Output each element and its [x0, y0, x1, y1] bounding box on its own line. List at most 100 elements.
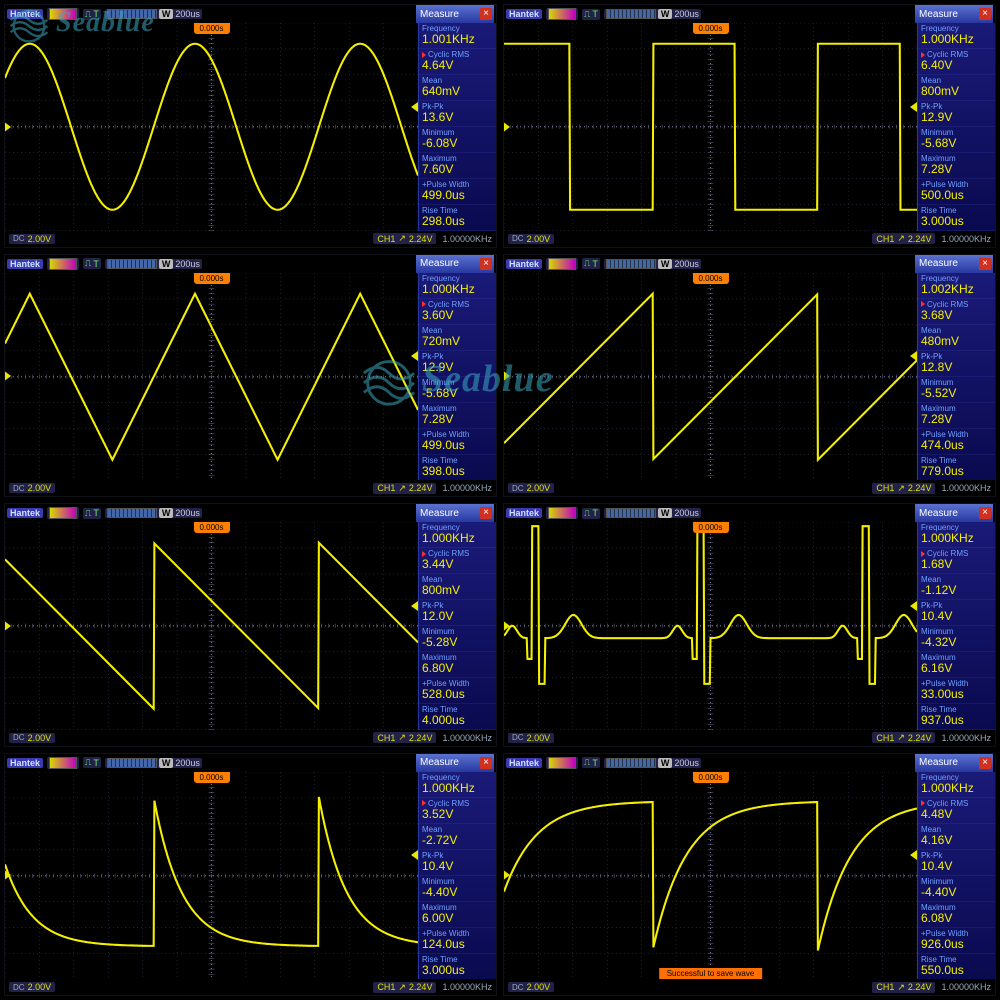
measure-row-maximum: Maximum 6.08V: [918, 902, 995, 928]
measure-row-minimum: Minimum -6.08V: [419, 127, 496, 153]
measured-frequency: 1.00000KHz: [442, 733, 492, 743]
close-icon[interactable]: ×: [480, 258, 492, 270]
coupling-label: DC: [512, 983, 524, 992]
channel-info: DC 2.00V: [9, 483, 55, 493]
time-ruler-icon: [606, 259, 656, 269]
top-bar: Hantek ⎍T W200us Measure ×: [5, 504, 496, 522]
channel-ground-arrow-icon: [4, 869, 11, 881]
measure-row-minimum: Minimum -4.40V: [419, 876, 496, 902]
channel-scale: 2.00V: [527, 982, 551, 992]
waveform-trace: [5, 273, 418, 481]
brand-label: Hantek: [7, 259, 43, 269]
close-icon[interactable]: ×: [979, 507, 991, 519]
time-ruler-icon: [606, 9, 656, 19]
trigger-position-tab: 0.000s: [692, 772, 728, 783]
trigger-level-arrow-icon: [910, 102, 917, 112]
mode-icons: [548, 258, 576, 270]
bottom-bar: DC 2.00V CH1 ↗ 2.24V 1.00000KHz: [5, 231, 496, 247]
timebase-value: 200us: [175, 259, 200, 269]
close-icon[interactable]: ×: [480, 507, 492, 519]
measure-row-pulsewidth: +Pulse Width 124.0us: [419, 928, 496, 954]
waveform-trace: [504, 772, 917, 980]
measure-row-pulsewidth: +Pulse Width 500.0us: [918, 179, 995, 205]
time-ruler-icon: [606, 508, 656, 518]
measure-row-mean: Mean 480mV: [918, 325, 995, 351]
trigger-level-arrow-icon: [910, 850, 917, 860]
measure-row-cyclicrms: Cyclic RMS 3.44V: [419, 548, 496, 574]
trigger-level-arrow-icon: [910, 601, 917, 611]
close-icon[interactable]: ×: [979, 258, 991, 270]
edge-icon: ⎍: [85, 508, 91, 519]
measure-row-pulsewidth: +Pulse Width 499.0us: [419, 429, 496, 455]
waveform-area[interactable]: 0.000s: [5, 23, 418, 231]
trig-letter: T: [592, 758, 598, 768]
channel-info: DC 2.00V: [508, 483, 554, 493]
measured-frequency: 1.00000KHz: [442, 982, 492, 992]
channel-ground-arrow-icon: [503, 869, 510, 881]
channel-scale: 2.00V: [28, 234, 52, 244]
trig-letter: T: [93, 758, 99, 768]
waveform-area[interactable]: 0.000s: [504, 273, 917, 481]
measured-frequency: 1.00000KHz: [941, 483, 991, 493]
top-bar: Hantek ⎍T W200us Measure ×: [504, 754, 995, 772]
bottom-bar: DC 2.00V CH1 ↗ 2.24V 1.00000KHz: [5, 979, 496, 995]
measure-row-frequency: Frequency 1.000KHz: [419, 772, 496, 798]
measure-panel: Frequency 1.000KHz Cyclic RMS 3.60V Mean…: [418, 273, 496, 481]
close-icon[interactable]: ×: [480, 757, 492, 769]
top-bar: Hantek ⎍T W200us Measure ×: [5, 5, 496, 23]
waveform-area[interactable]: 0.000s: [5, 273, 418, 481]
trigger-info: CH1 ↗ 2.24V: [872, 233, 935, 244]
top-bar: Hantek ⎍T W200us Measure ×: [504, 504, 995, 522]
timebase-value: 200us: [674, 259, 699, 269]
bottom-bar: DC 2.00V CH1 ↗ 2.24V 1.00000KHz: [504, 979, 995, 995]
measure-row-pulsewidth: +Pulse Width 926.0us: [918, 928, 995, 954]
edge-icon: ⎍: [85, 757, 91, 768]
time-ruler-icon: [107, 9, 157, 19]
waveform-area[interactable]: 0.000s Successful to save wave: [504, 772, 917, 980]
measure-panel: Frequency 1.001KHz Cyclic RMS 4.64V Mean…: [418, 23, 496, 231]
channel-scale: 2.00V: [28, 733, 52, 743]
measure-row-maximum: Maximum 7.60V: [419, 153, 496, 179]
trigger-slope-icon: ↗: [897, 732, 905, 743]
measure-row-mean: Mean 4.16V: [918, 824, 995, 850]
trigger-slope-icon: ↗: [897, 233, 905, 244]
waveform-area[interactable]: 0.000s: [5, 772, 418, 980]
waveform-area[interactable]: 0.000s: [504, 522, 917, 730]
timebase-letter: W: [658, 9, 673, 19]
trigger-level-arrow-icon: [411, 102, 418, 112]
trigger-position-tab: 0.000s: [193, 273, 229, 284]
close-icon[interactable]: ×: [480, 8, 492, 20]
close-icon[interactable]: ×: [979, 757, 991, 769]
trigger-info: CH1 ↗ 2.24V: [373, 233, 436, 244]
trigger-source: CH1: [876, 483, 894, 493]
close-icon[interactable]: ×: [979, 8, 991, 20]
measure-row-mean: Mean 800mV: [419, 574, 496, 600]
trigger-position-tab: 0.000s: [692, 273, 728, 284]
timebase-letter: W: [658, 758, 673, 768]
trigger-position-tab: 0.000s: [692, 522, 728, 533]
measure-row-risetime: Rise Time 779.0us: [918, 455, 995, 481]
trigger-level: 2.24V: [908, 234, 932, 244]
oscilloscope-panel-4: Hantek ⎍T W200us Measure × 0.000s: [503, 254, 996, 498]
trigger-slope-icon: ↗: [398, 982, 406, 993]
channel-info: DC 2.00V: [508, 733, 554, 743]
edge-icon: ⎍: [85, 258, 91, 269]
top-bar: Hantek ⎍T W200us Measure ×: [504, 255, 995, 273]
mode-icons: [49, 507, 77, 519]
trigger-level-arrow-icon: [411, 850, 418, 860]
brand-label: Hantek: [506, 9, 542, 19]
trigger-source: CH1: [876, 733, 894, 743]
measure-header-label: Measure: [919, 258, 958, 269]
oscilloscope-panel-1: Hantek ⎍T W200us Measure × 0.000s: [4, 4, 497, 248]
waveform-area[interactable]: 0.000s: [5, 522, 418, 730]
waveform-area[interactable]: 0.000s: [504, 23, 917, 231]
waveform-trace: [504, 522, 917, 730]
measure-row-maximum: Maximum 6.80V: [419, 652, 496, 678]
measure-row-risetime: Rise Time 937.0us: [918, 704, 995, 730]
channel-info: DC 2.00V: [9, 982, 55, 992]
trigger-position-tab: 0.000s: [193, 23, 229, 34]
waveform-trace: [5, 522, 418, 730]
timebase-letter: W: [159, 508, 174, 518]
trigger-slope-icon: ↗: [897, 483, 905, 494]
coupling-label: DC: [13, 983, 25, 992]
